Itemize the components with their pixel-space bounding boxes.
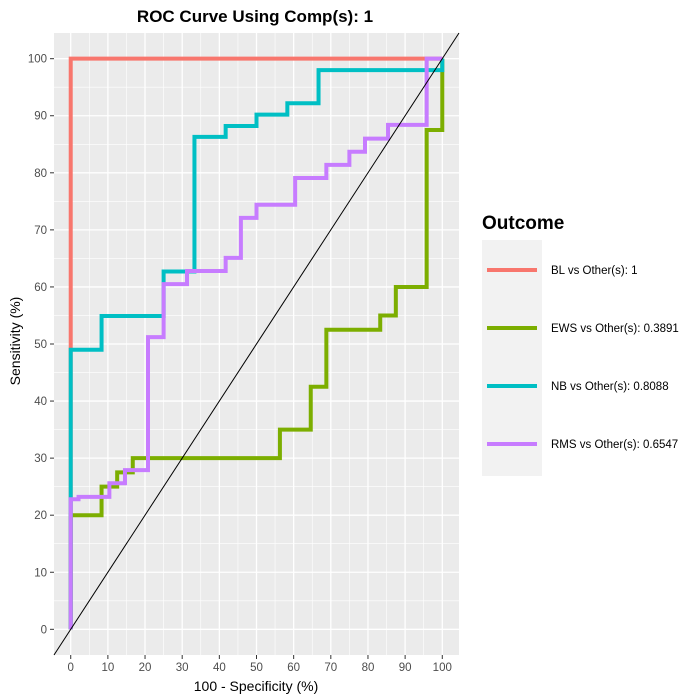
- reference-layer: [53, 32, 460, 656]
- x-tick-label: 90: [399, 662, 412, 674]
- y-tick-label: 70: [34, 225, 47, 237]
- y-tick-label: 20: [34, 510, 47, 522]
- series-line-3: [68, 56, 443, 630]
- y-axis-title: Sensitivity (%): [7, 297, 23, 386]
- axis-ticks: 0 10 20 30 40 50 60 70 80 90 100 0 10 20 30 40 50 60 70 80 9…: [28, 54, 452, 674]
- legend-key-background: [482, 240, 542, 476]
- y-tick-label: 100: [28, 54, 47, 66]
- legend-label-3: RMS vs Other(s): 0.6547: [551, 439, 678, 451]
- x-tick-label: 20: [139, 662, 152, 674]
- series-line-2: [68, 58, 445, 630]
- x-tick-label: 10: [101, 662, 114, 674]
- y-tick-label: 60: [34, 282, 47, 294]
- x-tick-label: 80: [362, 662, 375, 674]
- legend-label-2: NB vs Other(s): 0.8088: [551, 381, 669, 393]
- x-tick-label: 60: [287, 662, 300, 674]
- chart-title: ROC Curve Using Comp(s): 1: [137, 7, 373, 26]
- x-tick-label: 50: [250, 662, 263, 674]
- x-tick-label: 0: [68, 662, 74, 674]
- y-tick-label: 80: [34, 168, 47, 180]
- x-tick-label: 40: [213, 662, 226, 674]
- y-tick-label: 10: [34, 567, 47, 579]
- y-tick-label: 90: [34, 111, 47, 123]
- y-tick-label: 50: [34, 339, 47, 351]
- legend: Outcome BL vs Other(s): 1 EWS vs Other(s)…: [482, 213, 679, 476]
- x-tick-label: 100: [433, 662, 452, 674]
- legend-title: Outcome: [482, 213, 564, 234]
- y-tick-label: 0: [41, 624, 47, 636]
- y-tick-label: 40: [34, 396, 47, 408]
- x-tick-label: 70: [324, 662, 337, 674]
- x-tick-label: 30: [176, 662, 189, 674]
- series-layer: [68, 56, 445, 630]
- legend-label-1: EWS vs Other(s): 0.3891: [551, 323, 679, 335]
- legend-label-0: BL vs Other(s): 1: [551, 265, 638, 277]
- y-tick-label: 30: [34, 453, 47, 465]
- reference-diagonal-line: [53, 32, 460, 656]
- x-axis-title: 100 - Specificity (%): [194, 678, 318, 694]
